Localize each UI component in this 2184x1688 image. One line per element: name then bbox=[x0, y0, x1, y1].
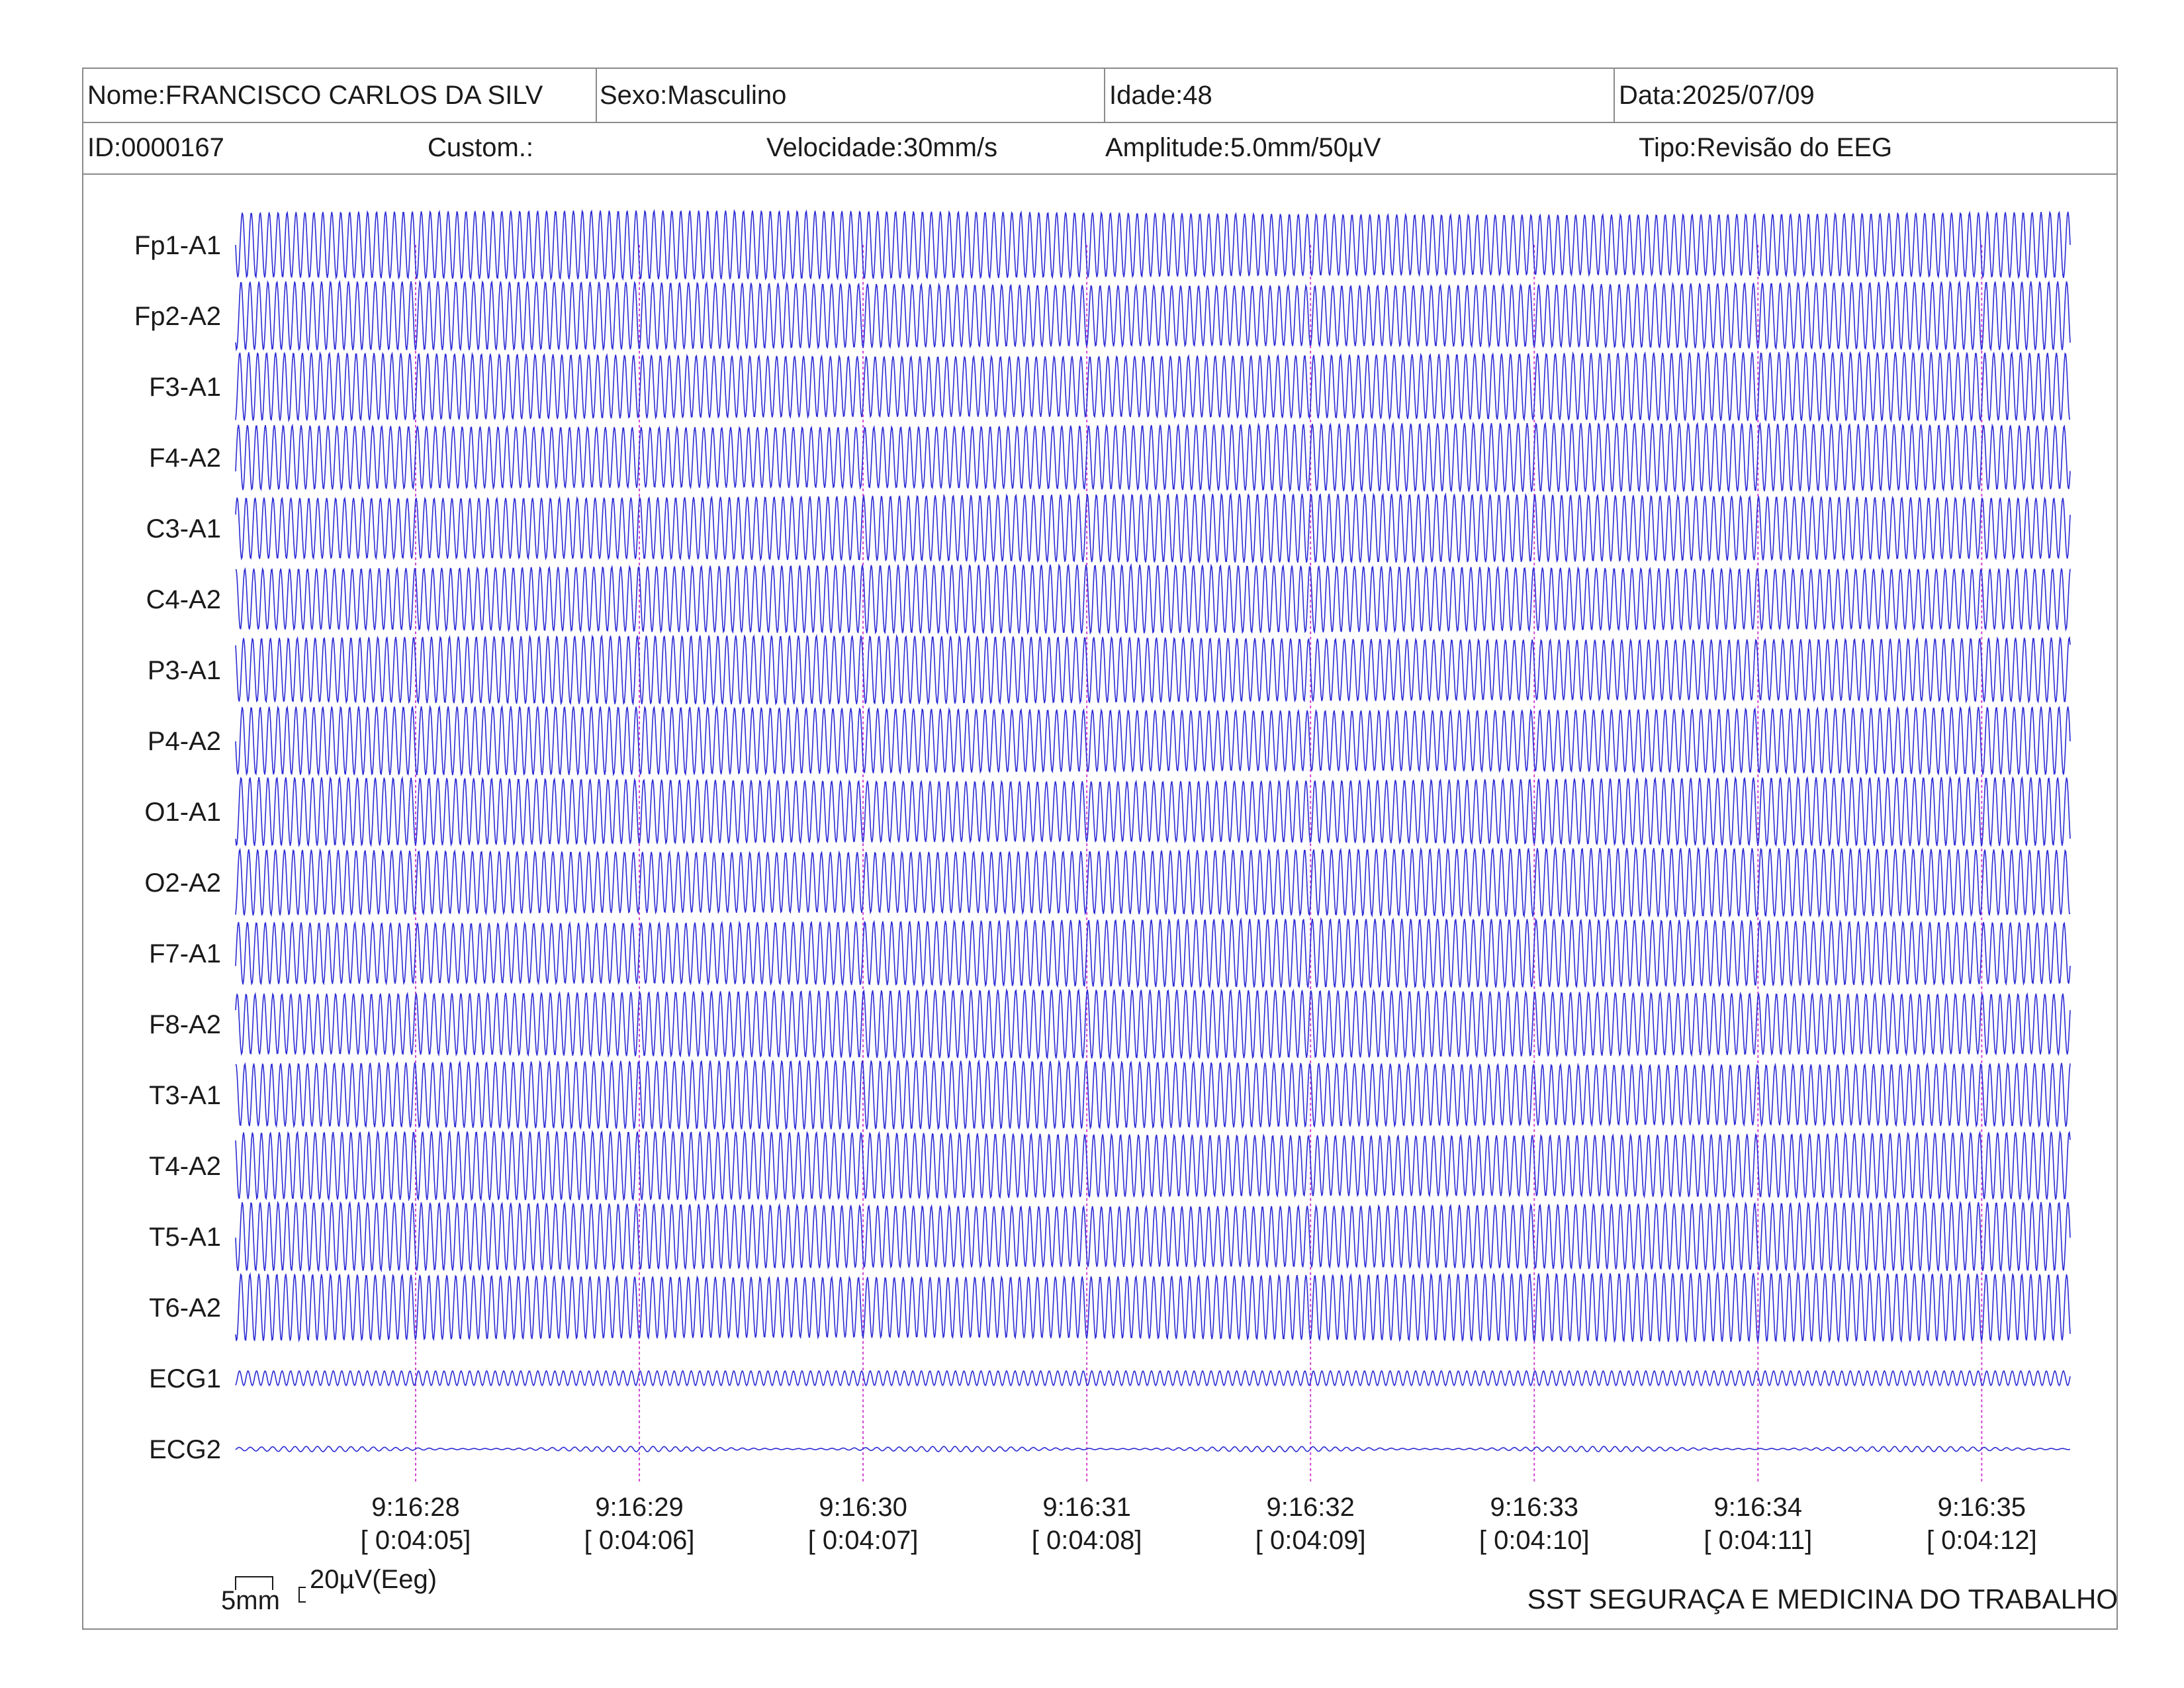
time-marker-elapsed: [ 0:04:12] bbox=[1927, 1526, 2037, 1555]
patient-age: Idade:48 bbox=[1105, 69, 1615, 122]
time-marker-clock: 9:16:30 bbox=[819, 1493, 907, 1522]
channel-label: F3-A1 bbox=[149, 373, 221, 402]
custom-field: Custom.: bbox=[428, 132, 534, 162]
channel-label: T4-A2 bbox=[149, 1152, 221, 1181]
header-row-patient: Nome:FRANCISCO CARLOS DA SILV Sexo:Mascu… bbox=[83, 69, 2116, 123]
time-marker-elapsed: [ 0:04:07] bbox=[808, 1526, 919, 1555]
channel-label: Fp1-A1 bbox=[134, 231, 221, 260]
eeg-trace-o2-a2 bbox=[235, 846, 2071, 918]
time-marker-clock: 9:16:32 bbox=[1266, 1493, 1354, 1522]
time-marker-clock: 9:16:34 bbox=[1714, 1493, 1802, 1522]
time-marker-elapsed: [ 0:04:06] bbox=[584, 1526, 695, 1555]
eeg-trace-c3-a1 bbox=[235, 492, 2071, 565]
channel-label: F8-A2 bbox=[149, 1010, 221, 1039]
time-marker-clock: 9:16:35 bbox=[1938, 1493, 2026, 1522]
eeg-trace-fp1-a1 bbox=[235, 209, 2071, 281]
eeg-trace-c4-a2 bbox=[235, 563, 2071, 635]
eeg-trace-ecg2 bbox=[235, 1446, 2071, 1452]
amplitude-value: Amplitude:5.0mm/50µV bbox=[1105, 132, 1381, 162]
channel-label: T5-A1 bbox=[149, 1223, 221, 1252]
eeg-trace-f7-a1 bbox=[235, 917, 2071, 990]
report-frame: Nome:FRANCISCO CARLOS DA SILV Sexo:Mascu… bbox=[82, 68, 2118, 1630]
patient-name: Nome:FRANCISCO CARLOS DA SILV bbox=[87, 69, 597, 122]
channel-labels: Fp1-A1 Fp2-A2 F3-A1 F4-A2 C3-A1 C4-A2 P3-A1 P4-… bbox=[134, 231, 221, 1464]
time-marker-elapsed: [ 0:04:05] bbox=[361, 1526, 471, 1555]
channel-label: F7-A1 bbox=[149, 939, 221, 968]
time-marker-elapsed: [ 0:04:11] bbox=[1704, 1526, 1812, 1555]
time-labels: 9:16:28 [ 0:04:05] 9:16:29 [ 0:04:06] 9:16:3… bbox=[361, 1493, 2037, 1555]
time-marker-elapsed: [ 0:04:08] bbox=[1032, 1526, 1142, 1555]
eeg-trace-ecg1 bbox=[235, 1370, 2071, 1387]
amp-scale-label: 20µV(Eeg) bbox=[310, 1565, 437, 1594]
eeg-trace-f3-a1 bbox=[235, 350, 2071, 423]
exam-type: Tipo:Revisão do EEG bbox=[1639, 132, 1893, 162]
channel-label: F4-A2 bbox=[149, 444, 221, 473]
header-row-exam: ID:0000167 Custom.: Velocidade:30mm/s Am… bbox=[83, 122, 2116, 175]
channel-label: T6-A2 bbox=[149, 1293, 221, 1323]
time-marker-elapsed: [ 0:04:10] bbox=[1479, 1526, 1590, 1555]
channel-label: C4-A2 bbox=[146, 585, 221, 614]
channel-label: T3-A1 bbox=[149, 1081, 221, 1110]
exam-date: Data:2025/07/09 bbox=[1619, 80, 1815, 110]
time-marker-clock: 9:16:29 bbox=[595, 1493, 683, 1522]
channel-label: Fp2-A2 bbox=[134, 302, 221, 331]
time-marker-clock: 9:16:31 bbox=[1042, 1493, 1130, 1522]
time-marker-clock: 9:16:28 bbox=[371, 1493, 459, 1522]
channel-label: O2-A2 bbox=[144, 868, 221, 898]
time-scale-label: 5mm bbox=[221, 1586, 280, 1615]
channel-label: P3-A1 bbox=[148, 656, 221, 685]
channel-label: ECG2 bbox=[149, 1435, 221, 1464]
eeg-trace-p4-a2 bbox=[235, 704, 2071, 776]
channel-label: C3-A1 bbox=[146, 514, 221, 543]
eeg-trace-t4-a2 bbox=[235, 1129, 2071, 1202]
scale-bar-icon bbox=[235, 1576, 306, 1603]
eeg-traces bbox=[235, 209, 2071, 1452]
eeg-trace-o1-a1 bbox=[235, 775, 2071, 848]
patient-id: ID:0000167 bbox=[87, 132, 224, 162]
channel-label: ECG1 bbox=[149, 1364, 221, 1393]
time-marker-elapsed: [ 0:04:09] bbox=[1255, 1526, 1366, 1555]
eeg-trace-fp2-a2 bbox=[235, 279, 2071, 352]
patient-sex: Sexo:Masculino bbox=[597, 69, 1105, 122]
eeg-trace-f4-a2 bbox=[235, 421, 2071, 494]
speed-value: Velocidade:30mm/s bbox=[766, 132, 998, 162]
eeg-trace-t3-a1 bbox=[235, 1058, 2071, 1131]
eeg-trace-f8-a2 bbox=[235, 988, 2071, 1060]
eeg-trace-t6-a2 bbox=[235, 1271, 2071, 1344]
eeg-trace-t5-a1 bbox=[235, 1200, 2071, 1273]
time-marker-clock: 9:16:33 bbox=[1490, 1493, 1578, 1522]
channel-label: P4-A2 bbox=[148, 727, 221, 756]
eeg-trace-p3-a1 bbox=[235, 633, 2071, 706]
company-name: SST SEGURAÇA E MEDICINA DO TRABALHO bbox=[1527, 1583, 2118, 1615]
channel-label: O1-A1 bbox=[144, 798, 221, 827]
